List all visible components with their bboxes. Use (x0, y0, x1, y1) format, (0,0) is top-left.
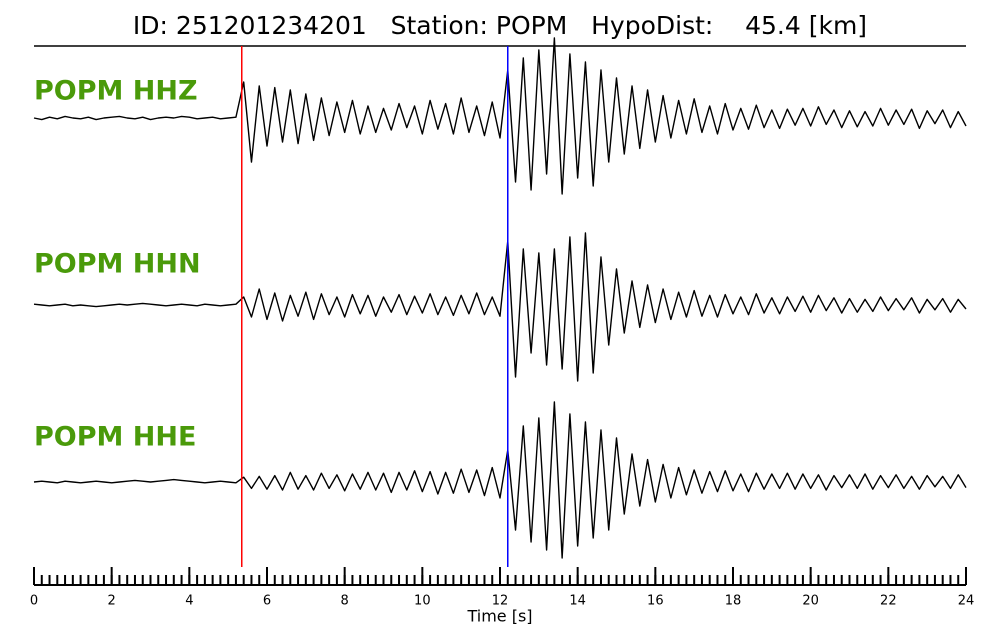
x-tick-label: 8 (341, 594, 349, 609)
x-tick-label: 22 (880, 594, 897, 609)
x-tick-label: 14 (569, 594, 586, 609)
x-tick-label: 18 (725, 594, 742, 609)
trace-label: POPM HHE (34, 422, 196, 453)
x-tick-label: 4 (185, 594, 193, 609)
x-tick-label: 6 (263, 594, 271, 609)
waveform (33, 232, 967, 382)
x-axis-label: Time [s] (466, 607, 532, 626)
chart-title: ID: 251201234201 Station: POPM HypoDist:… (133, 11, 867, 40)
x-tick-label: 24 (958, 594, 975, 609)
x-tick-label: 16 (647, 594, 664, 609)
trace-label: POPM HHZ (34, 76, 198, 107)
x-tick-label: 0 (30, 594, 38, 609)
x-tick-label: 10 (414, 594, 431, 609)
waveform (33, 401, 967, 559)
x-tick-label: 2 (108, 594, 116, 609)
waveform (33, 37, 967, 195)
x-tick-label: 20 (802, 594, 819, 609)
x-tick-label: 12 (492, 594, 509, 609)
trace-label: POPM HHN (34, 249, 201, 280)
